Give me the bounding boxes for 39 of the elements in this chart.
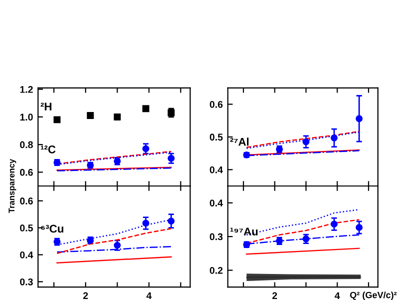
point — [54, 116, 61, 124]
y-tick-label: 0.4 — [210, 166, 223, 174]
x-tick-label: 4 — [146, 292, 152, 300]
point — [142, 145, 150, 152]
series-label: ⁶³Cu — [41, 224, 64, 233]
point — [168, 218, 175, 225]
y-tick-label: 0.6 — [210, 100, 223, 108]
point — [142, 105, 150, 112]
y-tick-label: 0.2 — [210, 266, 223, 274]
y-tick-label: 0.4 — [210, 200, 223, 206]
x-tick-label: 2 — [83, 292, 88, 300]
point — [330, 220, 338, 228]
y-tick-label: 0.5 — [20, 224, 33, 232]
point — [302, 138, 310, 146]
y-tick-label: 0.6 — [20, 168, 33, 176]
y-axis-title: Transparency — [8, 158, 16, 214]
y-tick-label: 0.3 — [210, 233, 223, 240]
series-label: ²⁷Al — [230, 138, 249, 146]
y-tick-label: 0.8 — [20, 141, 33, 148]
x-tick-label: 2 — [272, 292, 278, 300]
series-label: ¹²C — [40, 146, 56, 154]
y-tick-label: 1.0 — [20, 114, 33, 121]
point — [356, 224, 363, 231]
point — [114, 113, 121, 120]
y-tick-label: 1.2 — [20, 86, 33, 93]
point — [86, 112, 94, 120]
point — [356, 115, 363, 122]
point — [114, 242, 121, 249]
series-label: ¹⁹⁷Au — [230, 228, 258, 236]
y-tick-label: 0.5 — [210, 134, 223, 141]
y-tick-label: 0.6 — [20, 198, 33, 204]
x-axis-title: Q² (GeV/c)² — [350, 292, 397, 300]
x-tick-label: 4 — [334, 292, 340, 300]
point — [142, 220, 150, 227]
point — [168, 154, 175, 162]
legend-label: ²H — [40, 102, 52, 110]
y-tick-label: 0.4 — [20, 251, 34, 258]
point — [330, 134, 338, 142]
y-tick-label: 0.3 — [20, 278, 33, 286]
